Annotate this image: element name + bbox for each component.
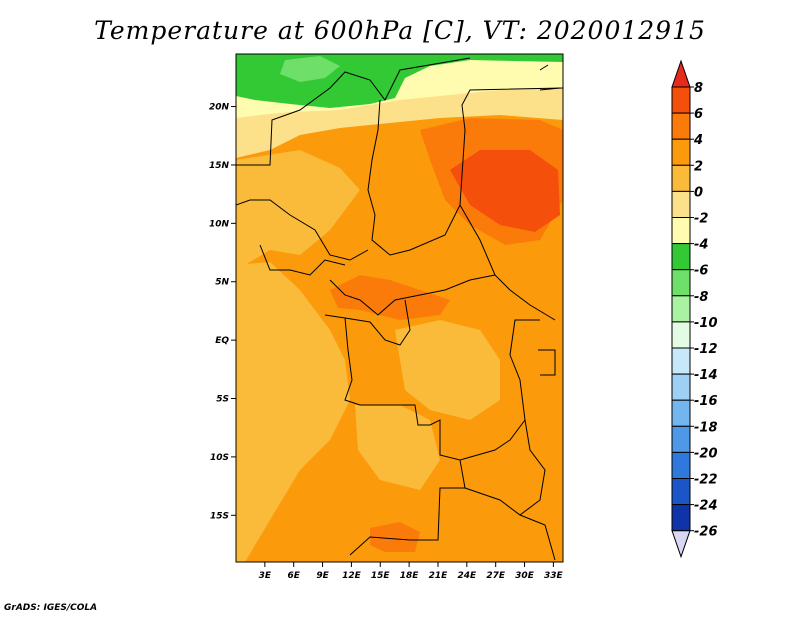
lon-tick-label: 33E [544,571,564,581]
axis-ticks: 20N 15N 10N 5N EQ 5S 10S 15S 3E 6E 9E 12E 15E 18E 21E 2… [209,103,564,581]
field-zone-light-orange-angola [355,405,440,490]
colorbar-level-label: 2 [694,159,703,174]
map-title: Temperature at 600hPa [C], VT: 202001291… [94,16,706,45]
lat-tick-label: 5N [215,278,229,288]
colorbar-box [671,269,691,297]
lon-tick-label: 12E [342,571,362,581]
map-frame [235,53,564,563]
lat-tick-label: EQ [215,336,229,346]
colorbar-level-label: -8 [694,290,708,305]
colorbar-box [671,373,691,401]
colorbar-box [671,190,691,218]
lon-tick-label: 15E [371,571,391,581]
colorbar-box [671,321,691,349]
field-zone-light-orange-west [236,150,360,265]
colorbar-box [671,504,691,532]
colorbar-box [671,478,691,506]
colorbar-level-label: -20 [694,446,718,461]
field-zone-light-orange-central [395,320,500,420]
colorbar-box [671,112,691,140]
colorbar-level-label: -24 [694,499,718,514]
colorbar-level-label: -6 [694,264,708,279]
colorbar-bottom-triangle [671,530,691,559]
colorbar-level-label: 0 [694,185,703,200]
colorbar-level-label: -22 [694,473,718,488]
colorbar-box [671,86,691,114]
lat-tick-label: 10N [209,219,230,229]
colorbar-level-label: -16 [694,394,718,409]
map-field [236,54,563,562]
field-zone-warm-center [330,275,450,320]
lon-tick-label: 30E [515,571,535,581]
colorbar-level-label: 8 [694,81,703,96]
lon-tick-label: 27E [486,571,506,581]
colorbar-box [671,243,691,271]
colorbar-box [671,399,691,427]
credit-label: GrADS: IGES/COLA [4,603,98,613]
field-zone-light-orange-southwest [236,262,350,562]
lat-tick-label: 10S [210,453,229,463]
colorbar-level-label: -26 [694,525,718,540]
colorbar-box [671,451,691,479]
colorbar-box [671,138,691,166]
colorbar-box [671,295,691,323]
colorbar-top-triangle [671,59,691,88]
field-zone-hot-sudan [450,150,560,232]
field-zone-cool-minus6 [280,56,340,82]
colorbar-level-label: -14 [694,368,718,383]
colorbar-box [671,164,691,192]
colorbar-level-label: -2 [694,212,708,227]
country-borders [236,57,563,561]
lat-tick-label: 15S [210,511,229,521]
colorbar-level-label: 4 [693,133,703,148]
colorbar-level-label: -4 [694,238,708,253]
lat-tick-label: 5S [216,395,229,405]
colorbar-level-label: -12 [694,342,718,357]
colorbar-level-label: 6 [694,107,703,122]
lon-tick-label: 3E [259,571,272,581]
lat-tick-label: 20N [209,103,230,113]
field-zone-warm-south [370,522,420,552]
lon-tick-label: 9E [316,571,329,581]
lon-tick-label: 18E [400,571,420,581]
lon-tick-label: 6E [287,571,300,581]
colorbar-level-label: -10 [694,316,718,331]
colorbar: 8 6 4 2 0 -2 -4 -6 -8 -10 -12 -14 -16 -18 -20 -22 -24 -26 [671,59,718,559]
lon-tick-label: 24E [457,571,477,581]
colorbar-level-label: -18 [694,420,718,435]
lon-tick-label: 21E [429,571,449,581]
lat-tick-label: 15N [209,161,230,171]
colorbar-box [671,347,691,375]
colorbar-box [671,217,691,245]
colorbar-box [671,425,691,453]
